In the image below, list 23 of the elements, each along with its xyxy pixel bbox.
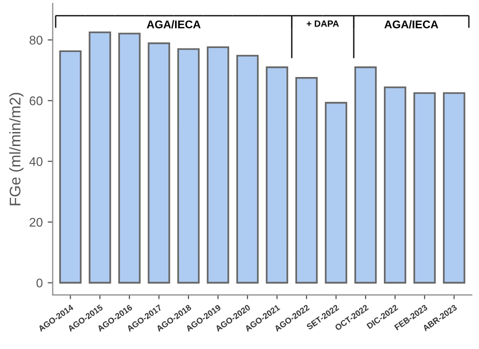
y-tick-label: 60	[30, 96, 42, 106]
bar	[88, 31, 112, 284]
bar	[295, 77, 318, 284]
y-tick-label: 20	[30, 218, 42, 227]
annotation: AGA/IECA	[384, 20, 438, 28]
bar	[413, 92, 436, 284]
bar	[324, 102, 348, 284]
bar	[354, 66, 377, 284]
y-tick-label: 40	[29, 157, 42, 166]
bar	[266, 66, 288, 284]
bar	[59, 50, 82, 284]
bar	[442, 92, 466, 284]
annotation: AGA/IECA	[146, 20, 201, 28]
bar	[384, 86, 406, 284]
y-tick-label: 80	[30, 36, 42, 45]
bar	[177, 48, 200, 284]
bar	[236, 54, 259, 284]
annotation: + DAPA	[306, 20, 339, 27]
bar	[118, 32, 141, 284]
y-axis-title: FGe (ml/min/m2)	[9, 92, 24, 206]
y-tick-label: 0	[36, 278, 42, 288]
bar	[206, 46, 230, 284]
bar	[148, 42, 170, 284]
